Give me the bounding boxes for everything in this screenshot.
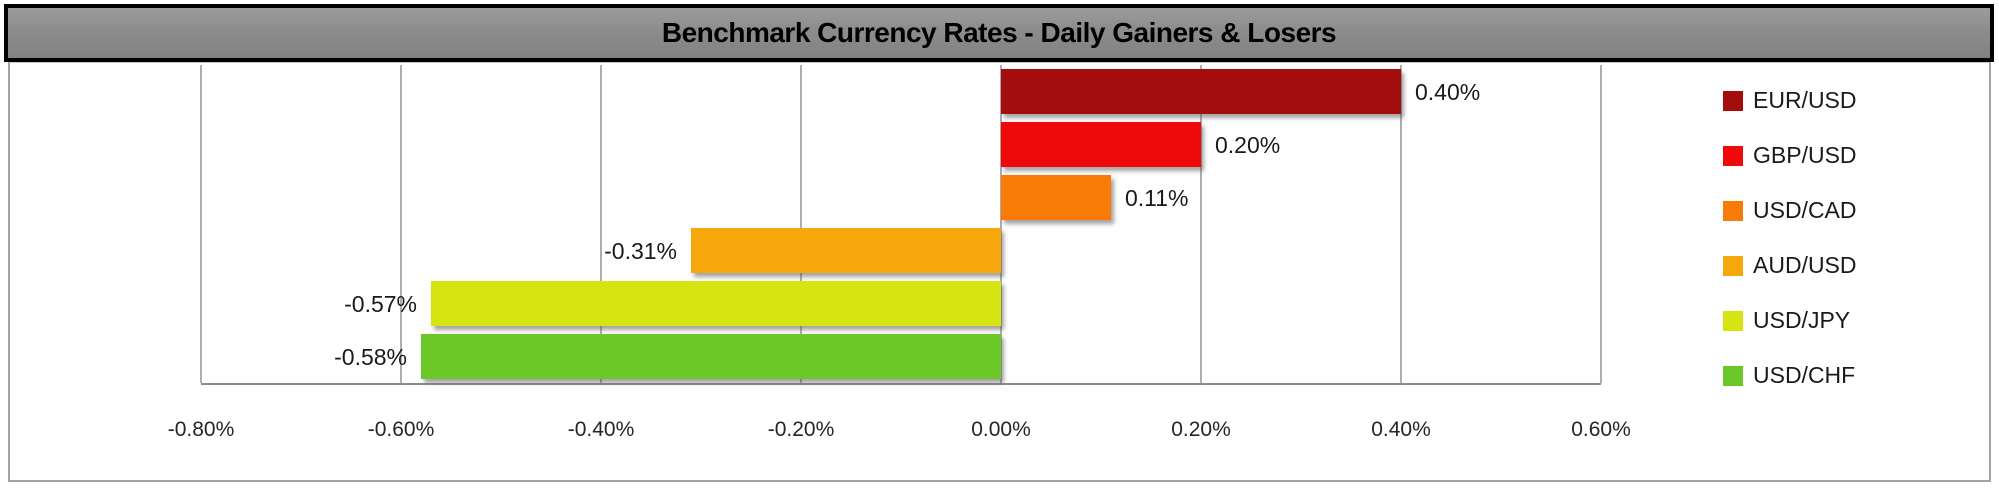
legend-item-eur-usd: EUR/USD xyxy=(1723,73,1857,128)
legend-label: USD/CHF xyxy=(1753,362,1856,388)
legend-label: AUD/USD xyxy=(1753,252,1857,278)
bar-usd-jpy xyxy=(431,281,1001,326)
gridline xyxy=(1600,65,1602,383)
legend-item-aud-usd: AUD/USD xyxy=(1723,238,1857,293)
bar-gbp-usd xyxy=(1001,122,1201,167)
x-tick-label: 0.60% xyxy=(1571,418,1631,441)
x-axis-line xyxy=(201,383,1601,385)
legend-label: USD/JPY xyxy=(1753,307,1851,333)
legend-item-gbp-usd: GBP/USD xyxy=(1723,128,1857,183)
gridline xyxy=(1400,65,1402,383)
bar-value-label: -0.58% xyxy=(334,343,407,370)
legend-swatch-icon xyxy=(1723,365,1743,386)
legend-item-usd-cad: USD/CAD xyxy=(1723,183,1857,238)
legend-label: EUR/USD xyxy=(1753,87,1857,113)
bar-value-label: 0.11% xyxy=(1125,184,1189,211)
gridline xyxy=(400,65,402,383)
legend-swatch-icon xyxy=(1723,255,1743,276)
x-tick-label: 0.40% xyxy=(1371,418,1431,441)
legend-item-usd-chf: USD/CHF xyxy=(1723,348,1857,403)
x-axis-tick-labels: -0.80% -0.60% -0.40% -0.20% 0.00% 0.20% 0.40% 0… xyxy=(168,415,1631,445)
legend-swatch-icon xyxy=(1723,310,1743,331)
gridline xyxy=(800,65,802,383)
bar-eur-usd xyxy=(1001,69,1401,114)
legend-swatch-icon xyxy=(1723,90,1743,111)
legend-label: USD/CAD xyxy=(1753,197,1857,223)
bar-value-label: 0.20% xyxy=(1215,131,1281,158)
bar-usd-chf xyxy=(421,334,1001,379)
plot-area: 0.40% 0.20% 0.11% -0.31% -0.57% -0.58% xyxy=(200,65,1602,385)
chart-body: 0.40% 0.20% 0.11% -0.31% -0.57% -0.58% -0.80%… xyxy=(8,62,1991,482)
bar-value-label: 0.40% xyxy=(1415,78,1481,105)
gridline xyxy=(1200,65,1202,383)
x-tick-label: -0.20% xyxy=(767,418,835,441)
x-tick-label: 0.00% xyxy=(971,418,1031,441)
legend: EUR/USD GBP/USD USD/CAD AUD/USD USD/JPY USD/C… xyxy=(1723,73,1857,403)
bar-usd-cad xyxy=(1001,175,1111,220)
x-tick-label: -0.80% xyxy=(167,418,235,441)
x-tick-label: -0.40% xyxy=(567,418,635,441)
bar-aud-usd xyxy=(691,228,1001,273)
x-tick-label: 0.20% xyxy=(1171,418,1231,441)
bar-value-label: -0.31% xyxy=(604,237,677,264)
gridline xyxy=(200,65,202,383)
legend-swatch-icon xyxy=(1723,200,1743,221)
bar-value-label: -0.57% xyxy=(344,290,417,317)
legend-item-usd-jpy: USD/JPY xyxy=(1723,293,1857,348)
chart-title-banner: Benchmark Currency Rates - Daily Gainers… xyxy=(4,4,1994,62)
gridline xyxy=(600,65,602,383)
legend-swatch-icon xyxy=(1723,145,1743,166)
x-tick-label: -0.60% xyxy=(367,418,435,441)
legend-label: GBP/USD xyxy=(1753,142,1857,168)
gridline xyxy=(1000,65,1002,383)
